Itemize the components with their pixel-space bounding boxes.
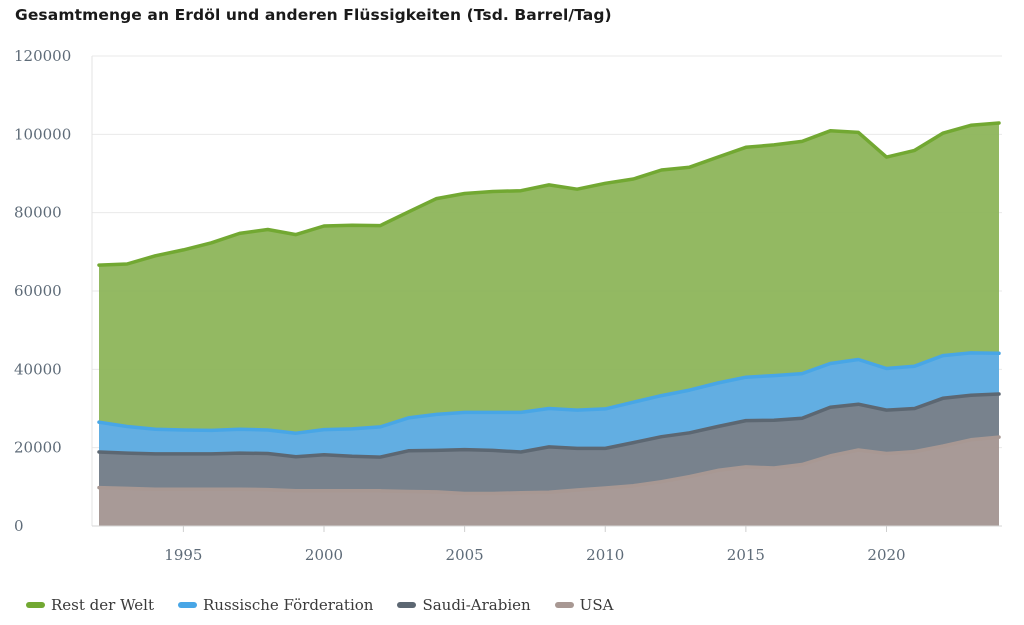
stacked-area-chart: 0 20000 40000 60000 80000 100000 120000 1995 200…	[14, 47, 1002, 564]
y-tick-label: 0	[14, 517, 24, 535]
series-lines	[97, 121, 1001, 496]
x-tick-label: 2015	[727, 546, 765, 564]
y-tick-label: 60000	[14, 282, 62, 300]
area-saudi-arabien	[99, 394, 999, 494]
line-saudi-arabien	[97, 392, 1001, 459]
legend-item[interactable]: Saudi-Arabien	[397, 596, 531, 614]
y-tick-label: 120000	[14, 47, 71, 65]
x-tick-label: 2020	[867, 546, 905, 564]
y-tick-label: 40000	[14, 360, 62, 378]
y-tick-label: 80000	[14, 204, 62, 222]
legend-swatch	[177, 602, 197, 608]
area-rest-der-welt	[99, 123, 999, 434]
chart-title: Gesamtmenge an Erdöl und anderen Flüssig…	[15, 6, 612, 24]
legend-label: USA	[579, 596, 614, 614]
line-usa	[97, 435, 1001, 496]
legend-item[interactable]: Russische Förderation	[177, 596, 374, 614]
line-rest-der-welt	[97, 121, 1001, 267]
legend: Rest der Welt Russische Förderation Saudi-…	[26, 596, 637, 614]
legend-swatch	[397, 602, 417, 608]
legend-swatch	[554, 602, 574, 608]
legend-item[interactable]: Rest der Welt	[26, 596, 154, 614]
legend-label: Saudi-Arabien	[422, 596, 531, 614]
y-tick-label: 20000	[14, 439, 62, 457]
legend-swatch	[26, 602, 45, 608]
x-tick-label: 2010	[586, 546, 624, 564]
y-tick-label: 100000	[14, 125, 71, 143]
line-russische-f-rderation	[97, 351, 1001, 435]
axes: 0 20000 40000 60000 80000 100000 120000 1995 200…	[14, 47, 1002, 564]
legend-label: Rest der Welt	[51, 596, 154, 614]
legend-label: Russische Förderation	[202, 596, 374, 614]
legend-item[interactable]: USA	[554, 596, 614, 614]
x-tick-label: 1995	[164, 546, 202, 564]
x-tick-label: 2000	[305, 546, 343, 564]
area-usa	[99, 437, 999, 526]
x-tick-label: 2005	[446, 546, 484, 564]
